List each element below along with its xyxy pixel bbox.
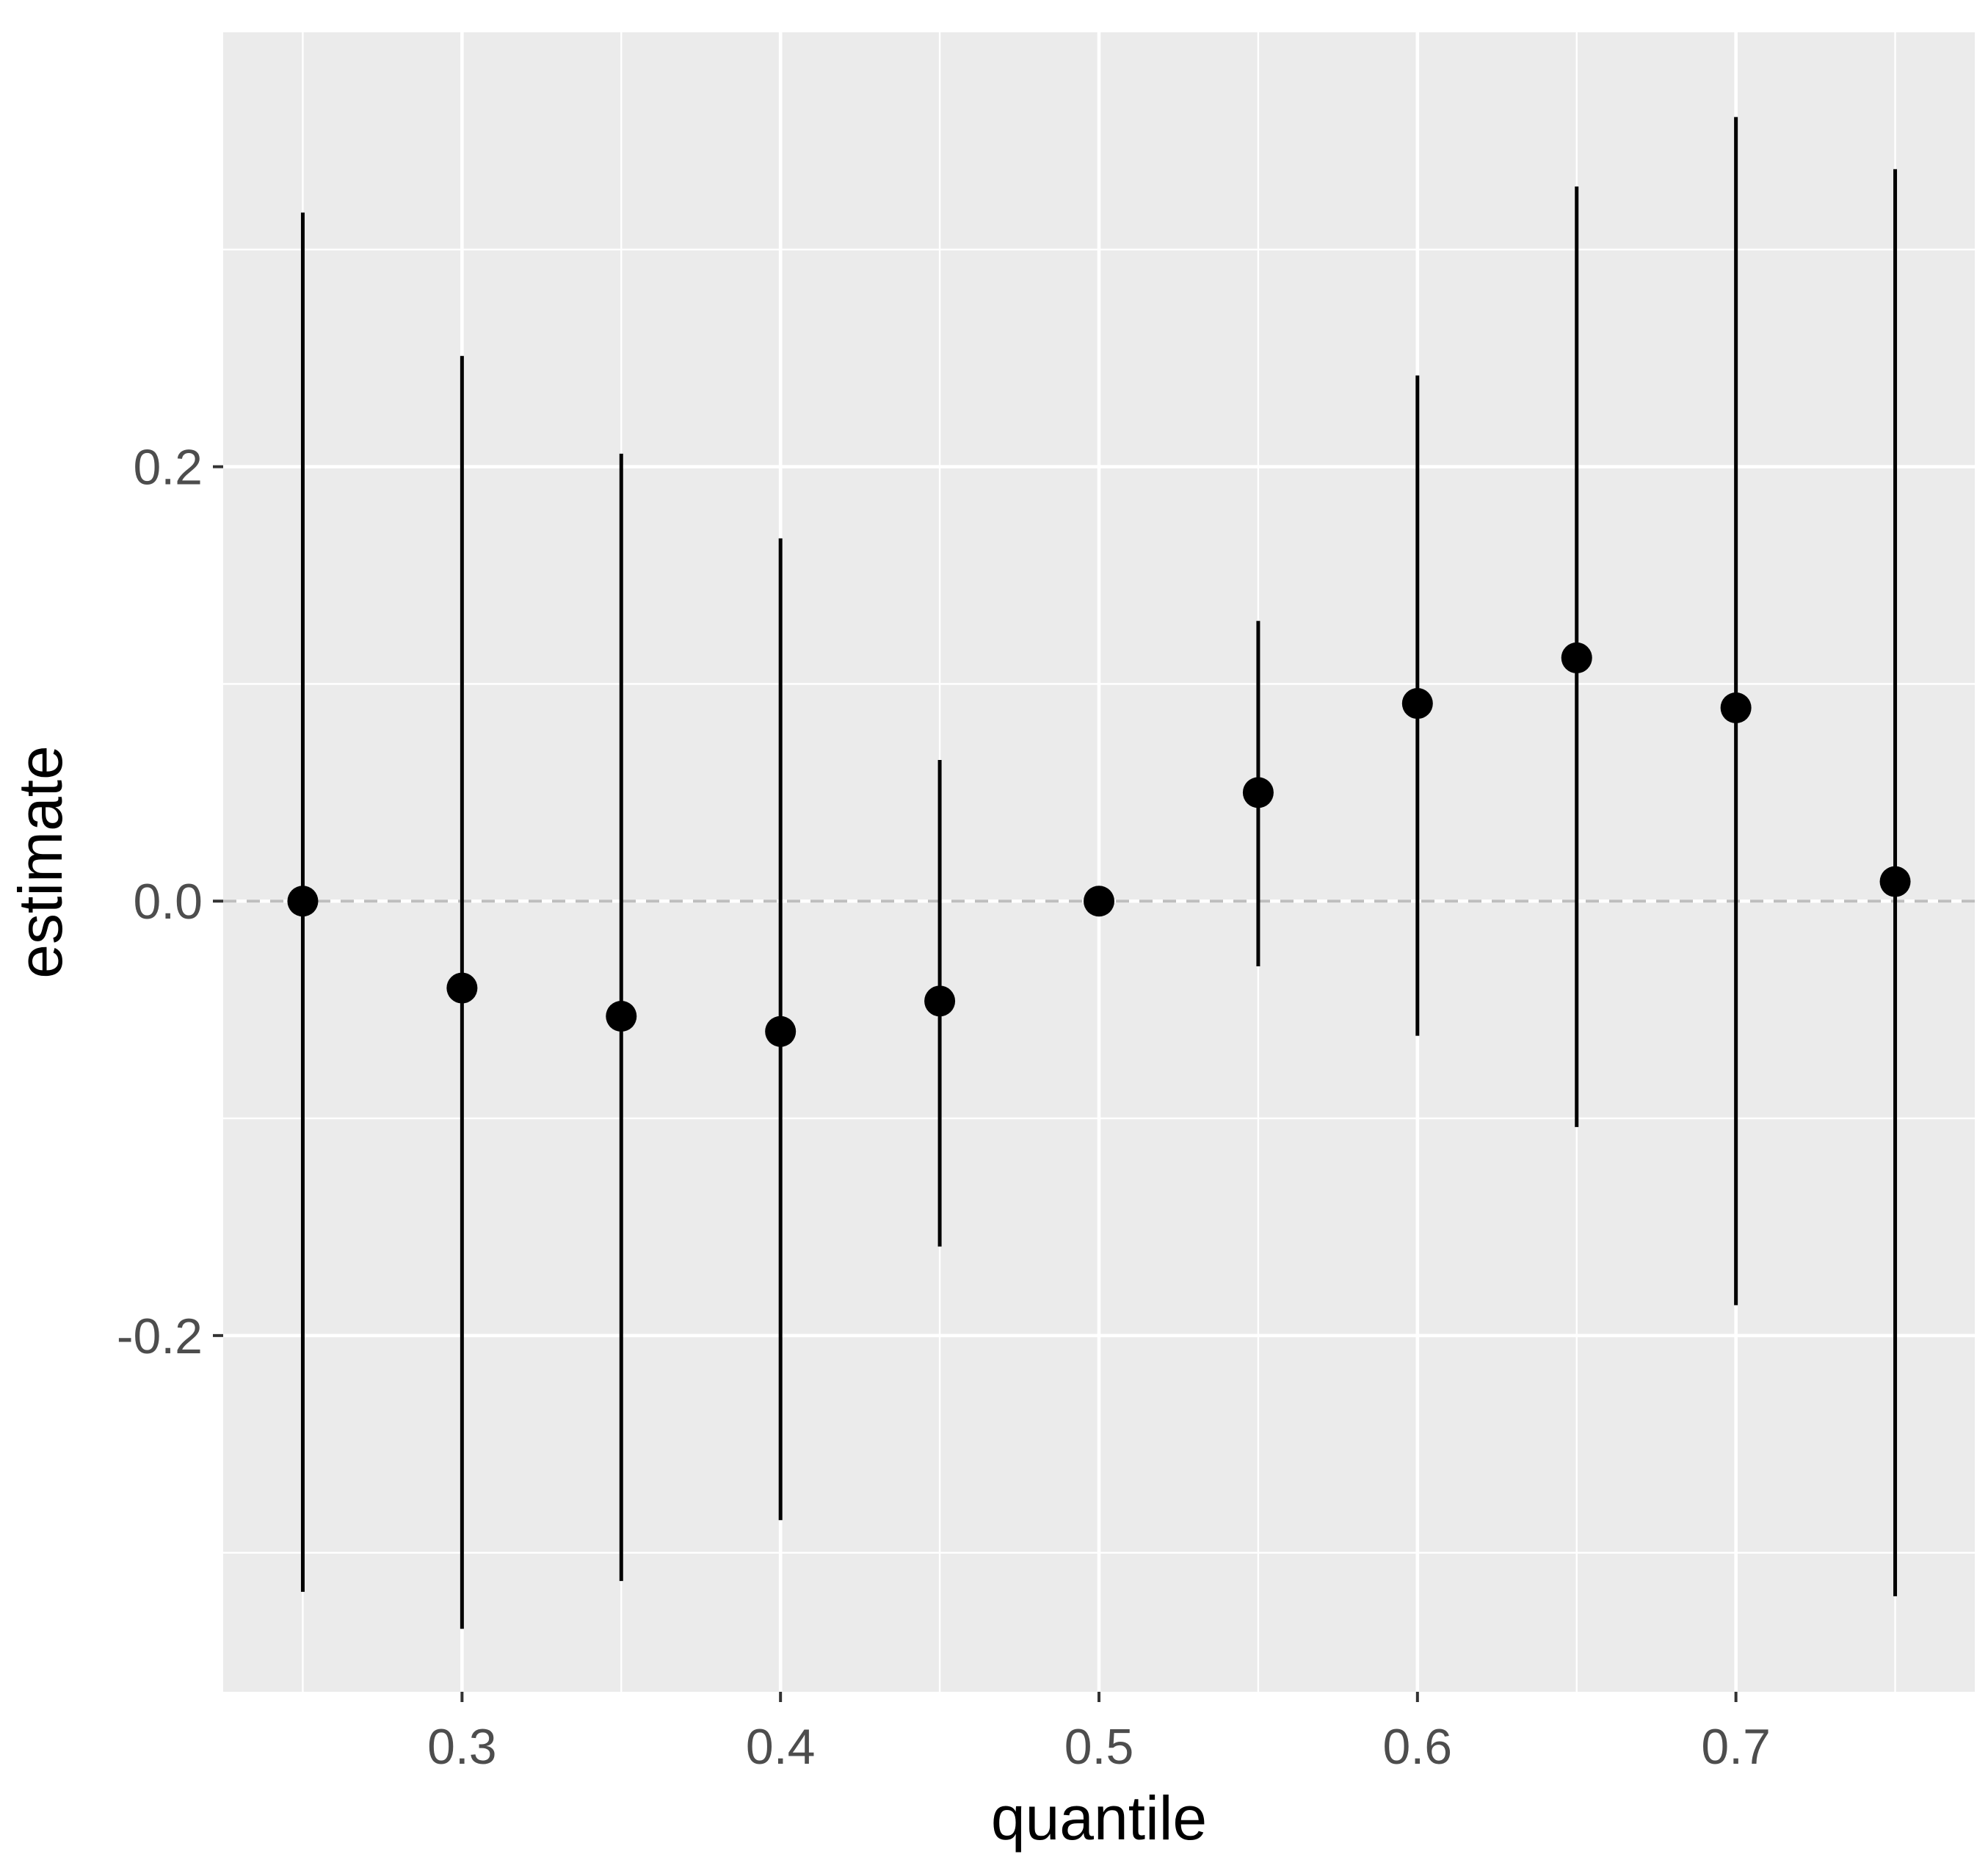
y-axis-tick-label: -0.2 [117, 1308, 203, 1364]
y-axis-ticks [213, 465, 223, 1337]
x-axis-tick-label: 0.3 [427, 1719, 497, 1775]
estimate-point [1561, 642, 1592, 673]
estimate-point [287, 886, 319, 917]
estimate-point [924, 985, 956, 1017]
estimate-point [1242, 777, 1274, 808]
estimate-point [1879, 866, 1911, 897]
x-axis-tick-label: 0.7 [1701, 1719, 1771, 1775]
y-axis-tick-label: 0.0 [133, 874, 203, 930]
estimate-point [1720, 692, 1752, 723]
x-axis-tick-label: 0.4 [746, 1719, 816, 1775]
x-axis-tick-labels: 0.3 0.4 0.5 0.6 0.7 [427, 1719, 1771, 1775]
estimate-point [1401, 688, 1433, 720]
estimate-point [1084, 886, 1114, 917]
x-axis-tick-label: 0.5 [1064, 1719, 1134, 1775]
y-axis-title: estimate [6, 745, 75, 978]
estimate-point [446, 972, 478, 1004]
x-axis-ticks [460, 1692, 1738, 1702]
estimate-point [606, 1001, 637, 1032]
x-axis-title: quantile [991, 1784, 1207, 1853]
y-axis-tick-labels: -0.2 0.0 0.2 [117, 440, 203, 1364]
estimate-points [287, 642, 1911, 1047]
x-axis-tick-label: 0.6 [1383, 1719, 1453, 1775]
estimate-point [765, 1016, 797, 1047]
y-axis-tick-label: 0.2 [133, 440, 203, 496]
